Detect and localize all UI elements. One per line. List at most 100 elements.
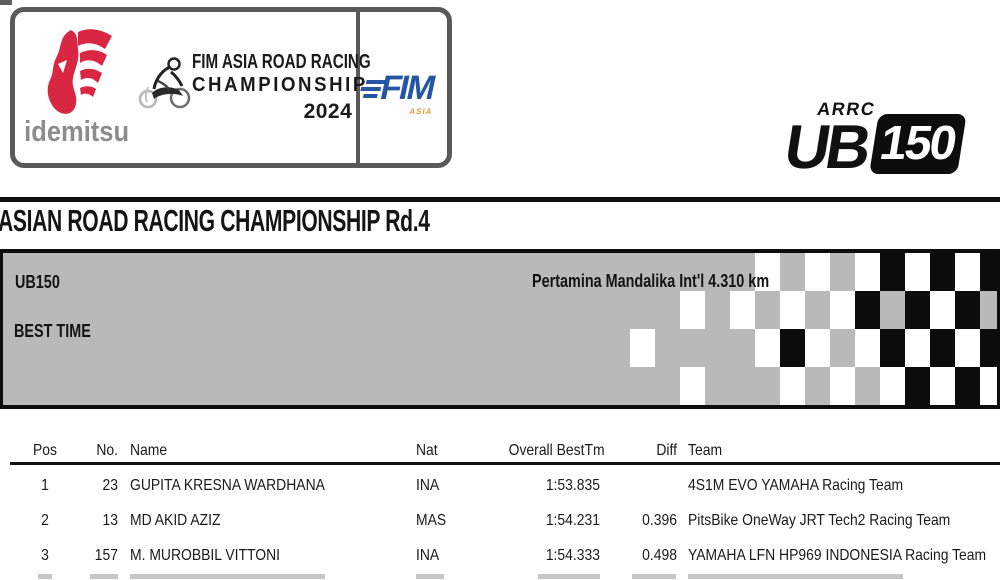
checker-cell [805, 329, 830, 367]
badge-class-letters: UB [779, 113, 873, 183]
page-title: ASIAN ROAD RACING CHAMPIONSHIP Rd.4 [0, 203, 430, 238]
checker-cell [805, 291, 830, 329]
checker-cell [880, 253, 905, 291]
checker-cell [705, 291, 730, 329]
cell-no: 13 [102, 512, 118, 529]
checker-cell [955, 367, 980, 405]
cell-team: 4S1M EVO YAMAHA Racing Team [688, 477, 904, 494]
header-underline [10, 462, 1000, 465]
checker-cell [780, 253, 805, 291]
checker-cell [680, 329, 705, 367]
checker-cell [880, 329, 905, 367]
cell-best: 1:54.333 [545, 547, 600, 564]
cell-pos: 3 [41, 547, 49, 564]
checker-cell [955, 291, 980, 329]
page-edge-artifact [0, 0, 12, 5]
cell-no: 157 [94, 547, 118, 564]
checker-cell [855, 329, 880, 367]
checker-cell [755, 367, 780, 405]
checker-cell [630, 291, 655, 329]
checker-cell [805, 253, 830, 291]
checker-cell [855, 291, 880, 329]
idemitsu-wordmark: idemitsu [24, 116, 130, 148]
series-year: 2024 [303, 99, 353, 123]
checker-cell [655, 367, 680, 405]
cell-diff: 0.396 [642, 512, 677, 529]
cell-diff: 0.498 [642, 547, 677, 564]
checker-cell [930, 291, 955, 329]
checker-cell [630, 367, 655, 405]
idemitsu-mark-icon [37, 26, 117, 122]
col-header-name: Name [130, 442, 168, 459]
fim-wing-line [366, 79, 390, 83]
col-header-nat: Nat [416, 442, 438, 459]
checker-cell [880, 367, 905, 405]
checker-cell [780, 367, 805, 405]
series-title-line2: CHAMPIONSHIP [192, 73, 369, 96]
checker-cell [955, 253, 980, 291]
checker-cell [780, 329, 805, 367]
event-session-label: BEST TIME [14, 321, 91, 341]
table-row: 1 23 GUPITA KRESNA WARDHANA INA 1:53.835… [0, 476, 1000, 498]
checker-cell [980, 253, 997, 291]
checker-cell [705, 367, 730, 405]
cell-name: GUPITA KRESNA WARDHANA [130, 477, 325, 494]
motorcycle-rider-icon [138, 56, 192, 111]
checker-cell [755, 253, 780, 291]
cell-team: PitsBike OneWay JRT Tech2 Racing Team [688, 512, 951, 529]
checkered-flag-pattern [630, 253, 997, 405]
partial-cell [416, 574, 444, 579]
cell-nat: MAS [416, 512, 447, 529]
table-row: 3 157 M. MUROBBIL VITTONI INA 1:54.333 0… [0, 546, 1000, 568]
checker-cell [905, 367, 930, 405]
checker-cell [630, 329, 655, 367]
cell-name: MD AKID AZIZ [130, 512, 221, 529]
partial-cell [90, 574, 118, 579]
fim-asia-logo: FIM ASIA [356, 12, 447, 163]
fim-wordmark: FIM [377, 68, 438, 107]
col-header-team: Team [688, 442, 723, 459]
checker-cell [930, 253, 955, 291]
checker-cell [830, 367, 855, 405]
badge-number-box: 150 [868, 114, 967, 174]
checker-cell [830, 253, 855, 291]
checker-cell [855, 253, 880, 291]
series-title-block: FIM ASIA ROAD RACING CHAMPIONSHIP 2024 [192, 50, 372, 124]
col-header-pos: Pos [32, 442, 57, 459]
checker-cell [955, 329, 980, 367]
class-badge-ub150: ARRC UB 150 [780, 99, 967, 182]
cell-team: YAMAHA LFN HP969 INDONESIA Racing Team [688, 547, 987, 564]
col-header-no: No. [96, 442, 118, 459]
table-row: 2 13 MD AKID AZIZ MAS 1:54.231 0.396 Pit… [0, 511, 1000, 533]
checker-cell [905, 329, 930, 367]
checker-cell [680, 367, 705, 405]
checker-cell [780, 291, 805, 329]
badge-class-row: UB 150 [779, 113, 967, 183]
cell-pos: 2 [41, 512, 49, 529]
checker-cell [905, 291, 930, 329]
cell-pos: 1 [41, 477, 49, 494]
fim-logo-icon: FIM ASIA [360, 68, 438, 116]
checker-cell [655, 329, 680, 367]
cell-no: 23 [102, 477, 118, 494]
checker-cell [730, 291, 755, 329]
badge-class-number: 150 [876, 117, 959, 170]
fim-wing-line [363, 93, 379, 97]
title-divider-bar [0, 197, 1000, 202]
col-header-best: Overall BestTm [508, 442, 605, 459]
cell-best: 1:53.835 [545, 477, 600, 494]
header-logo-box: idemitsu FIM ASIA ROAD RACING CHAMPIONSH… [10, 7, 452, 168]
partial-cell [130, 574, 325, 579]
event-circuit-label: Pertamina Mandalika Int'l 4.310 km [532, 271, 770, 291]
partial-cell [632, 574, 676, 579]
class-badge-inner: ARRC UB 150 [779, 99, 968, 183]
series-title-line1: FIM ASIA ROAD RACING [192, 50, 372, 73]
fim-wing-line [360, 86, 382, 90]
checker-cell [855, 367, 880, 405]
cell-name: M. MUROBBIL VITTONI [130, 547, 281, 564]
partial-cell [688, 574, 903, 579]
checker-cell [680, 291, 705, 329]
results-header-row: Pos No. Name Nat Overall BestTm Diff Tea… [0, 441, 1000, 463]
checker-cell [705, 329, 730, 367]
checker-cell [655, 291, 680, 329]
